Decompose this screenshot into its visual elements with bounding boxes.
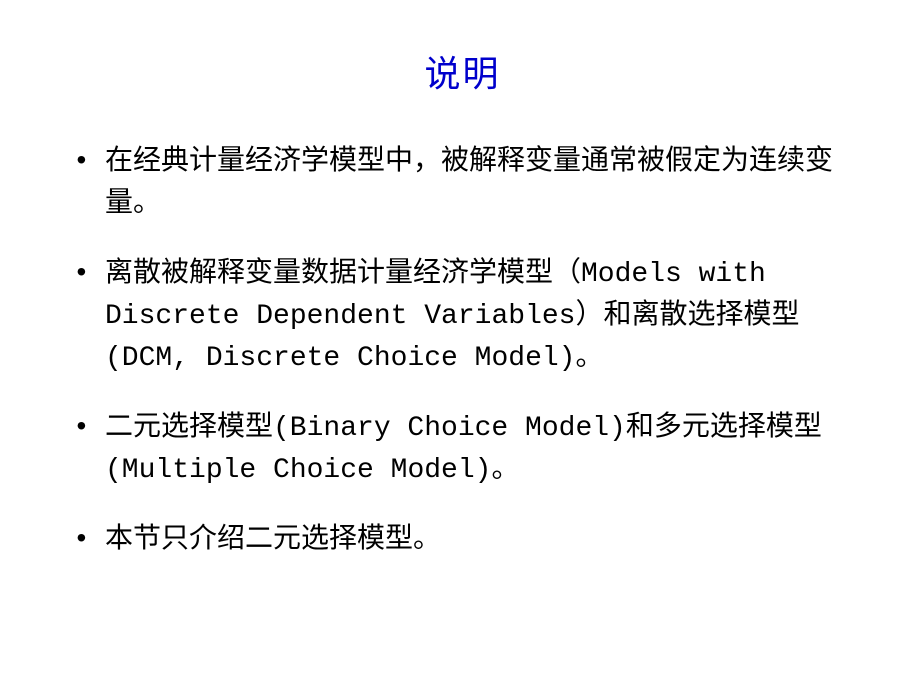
list-item: 离散被解释变量数据计量经济学模型（Models with Discrete De… [65, 254, 860, 380]
list-item: 二元选择模型(Binary Choice Model)和多元选择模型(Multi… [65, 408, 860, 492]
bullet-list: 在经典计量经济学模型中，被解释变量通常被假定为连续变量。 离散被解释变量数据计量… [65, 142, 860, 562]
slide-container: 说明 在经典计量经济学模型中，被解释变量通常被假定为连续变量。 离散被解释变量数… [0, 0, 920, 690]
list-item: 本节只介绍二元选择模型。 [65, 520, 860, 562]
slide-title: 说明 [65, 45, 860, 97]
list-item: 在经典计量经济学模型中，被解释变量通常被假定为连续变量。 [65, 142, 860, 226]
